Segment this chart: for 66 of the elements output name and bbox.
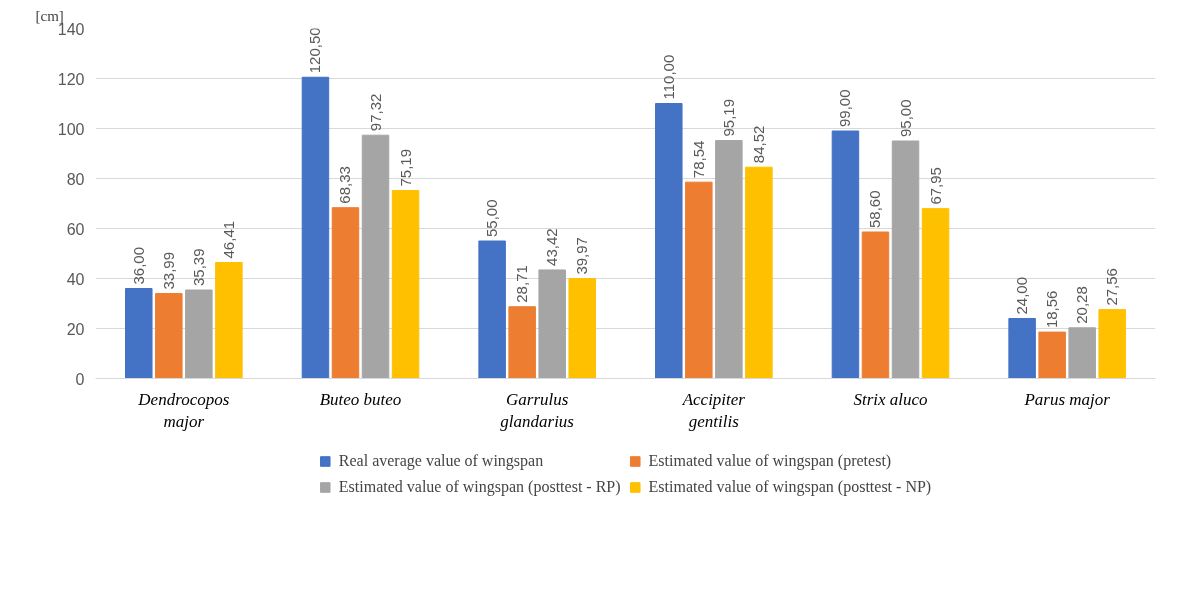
y-tick-label: 100 [57, 120, 85, 138]
data-label: 35,39 [189, 248, 207, 287]
bar [1008, 318, 1036, 379]
y-tick-label: 80 [66, 170, 85, 188]
y-tick-label: 60 [66, 220, 85, 238]
data-label: 46,41 [219, 220, 237, 259]
data-label: 75,19 [396, 148, 414, 187]
data-label: 24,00 [1013, 276, 1031, 315]
data-label: 68,33 [336, 166, 354, 204]
data-label: 43,42 [543, 228, 561, 266]
y-tick-label: 0 [75, 370, 85, 388]
bar [745, 166, 773, 379]
data-label: 120,50 [306, 27, 324, 74]
x-tick-label: Buteo buteo [319, 389, 402, 409]
data-label: 27,56 [1103, 268, 1121, 306]
y-tick-label: 20 [66, 320, 85, 338]
data-label: 33,99 [159, 251, 177, 290]
data-label: 55,00 [483, 199, 501, 237]
bar [478, 240, 506, 379]
data-label: 28,71 [513, 265, 531, 303]
x-tick-label: Garrulus glandarius [500, 389, 575, 432]
legend-label: Real average value of wingspan [338, 452, 544, 470]
bar [1038, 331, 1066, 379]
bar [891, 140, 920, 379]
bar [715, 140, 743, 379]
x-tick-label: Dendrocopos major [137, 389, 230, 432]
data-label: 110,00 [659, 54, 677, 100]
bar [391, 190, 420, 379]
bar [215, 261, 243, 379]
data-label: 67,95 [926, 167, 944, 205]
legend-label: Estimated value of wingspan (posttest - NP) [648, 478, 932, 496]
data-label: 36,00 [129, 246, 147, 285]
data-label: 18,56 [1043, 290, 1061, 329]
data-label: 97,32 [366, 93, 384, 132]
x-tick-label: Strix aluco [853, 389, 928, 409]
y-axis-title: [cm] [35, 7, 64, 24]
bar [185, 289, 213, 379]
y-tick-label: 120 [57, 70, 85, 88]
data-label: 58,60 [866, 190, 884, 228]
bar [655, 103, 683, 379]
bar [538, 269, 566, 379]
bar [155, 293, 183, 379]
data-label: 95,00 [896, 99, 914, 137]
legend-label: Estimated value of wingspan (posttest - RP) [338, 478, 621, 496]
legend-label: Estimated value of wingspan (pretest) [648, 452, 892, 470]
bar [685, 181, 713, 379]
data-label: 20,28 [1073, 286, 1091, 324]
data-label: 95,19 [719, 98, 737, 137]
data-label: 78,54 [689, 140, 707, 179]
data-label: 99,00 [836, 89, 854, 127]
bar [508, 306, 536, 379]
bar [861, 231, 890, 379]
bar [831, 130, 860, 379]
bar [568, 278, 596, 379]
bar [1098, 309, 1126, 379]
bar [331, 207, 360, 379]
bar [125, 288, 153, 379]
bar [301, 76, 330, 379]
bar [921, 208, 950, 379]
x-tick-label: Parus major [1023, 389, 1111, 409]
y-tick-label: 40 [66, 270, 85, 288]
data-label: 84,52 [749, 125, 767, 164]
bar [361, 134, 390, 379]
bar [1068, 327, 1096, 379]
data-label: 39,97 [573, 237, 591, 275]
x-tick-label: Accipiter gentilis [681, 389, 746, 432]
